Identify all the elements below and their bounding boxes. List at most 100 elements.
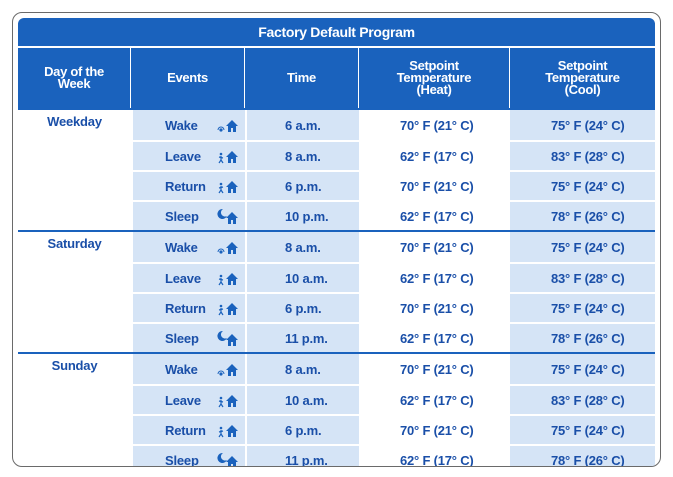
heat-setpoint-cell: 62° F (17° C) (400, 208, 474, 224)
event-cell: Wake (131, 232, 245, 262)
cool-setpoint-cell: 78° F (26° C) (510, 446, 655, 466)
time-cell: 10 p.m. (245, 202, 359, 230)
event-label: Wake (165, 117, 198, 133)
day-cell (18, 172, 131, 200)
cool-setpoint-cell: 75° F (24° C) (510, 110, 655, 140)
heat-setpoint-cell: 70° F (21° C) (400, 117, 474, 133)
day-cell (18, 446, 131, 466)
program-table-frame: Factory Default Program Day of the Week … (12, 12, 661, 467)
table-row: Leave 10 a.m. 62° F (17° C) 83° F (28° C) (18, 262, 655, 292)
event-cell: Return (131, 172, 245, 200)
cool-setpoint-cell: 75° F (24° C) (510, 294, 655, 322)
time-cell: 6 p.m. (245, 172, 359, 200)
event-label: Wake (165, 361, 198, 377)
sleep-icon (217, 452, 239, 466)
table-row: Sleep 11 p.m. 62° F (17° C) 78° F (26° C) (18, 322, 655, 352)
event-label: Return (165, 300, 206, 316)
day-name: Weekday (47, 114, 102, 129)
return-icon (217, 422, 239, 438)
event-label: Sleep (165, 452, 199, 467)
event-cell: Sleep (131, 324, 245, 352)
event-cell: Leave (131, 386, 245, 414)
table-row: Return 6 p.m. 70° F (21° C) 75° F (24° C) (18, 414, 655, 444)
heat-setpoint-cell: 70° F (21° C) (400, 178, 474, 194)
leave-icon (217, 392, 239, 408)
day-cell (18, 416, 131, 444)
event-cell: Leave (131, 142, 245, 170)
header-day-label: Day of the Week (44, 64, 104, 91)
day-cell (18, 324, 131, 352)
heat-setpoint-cell: 70° F (21° C) (400, 422, 474, 438)
day-name: Saturday (47, 236, 102, 251)
heat-setpoint-cell: 62° F (17° C) (400, 392, 474, 408)
leave-icon (217, 148, 239, 164)
event-cell: Leave (131, 264, 245, 292)
day-group: Sunday Wake 8 a.m. 70° F (21° C) 75° F (24°… (18, 352, 655, 467)
leave-icon (217, 270, 239, 286)
time-cell: 6 p.m. (245, 294, 359, 322)
cool-setpoint-cell: 78° F (26° C) (510, 202, 655, 230)
cool-setpoint-cell: 83° F (28° C) (510, 142, 655, 170)
heat-setpoint-cell: 70° F (21° C) (400, 300, 474, 316)
day-cell (18, 386, 131, 414)
table-header: Day of the Week Events Time Setpoint Tem… (18, 48, 655, 108)
header-heat: Setpoint Temperature (Heat) (359, 48, 510, 108)
header-time-label: Time (287, 70, 316, 85)
day-cell (18, 142, 131, 170)
event-label: Wake (165, 239, 198, 255)
day-cell (18, 264, 131, 292)
table-row: Leave 10 a.m. 62° F (17° C) 83° F (28° C) (18, 384, 655, 414)
table-row: Return 6 p.m. 70° F (21° C) 75° F (24° C) (18, 292, 655, 322)
header-cool-label: Setpoint Temperature (Cool) (545, 58, 620, 97)
heat-setpoint-cell: 62° F (17° C) (400, 330, 474, 346)
event-cell: Sleep (131, 446, 245, 467)
event-label: Sleep (165, 330, 199, 346)
sleep-icon (217, 330, 239, 346)
cool-setpoint-cell: 75° F (24° C) (510, 416, 655, 444)
event-cell: Sleep (131, 202, 245, 230)
header-cool: Setpoint Temperature (Cool) (510, 48, 655, 108)
return-icon (217, 178, 239, 194)
table-row: Wake 8 a.m. 70° F (21° C) 75° F (24° C) (18, 354, 655, 384)
cool-setpoint-cell: 75° F (24° C) (510, 354, 655, 384)
event-cell: Wake (131, 110, 245, 140)
header-events-label: Events (167, 70, 208, 85)
event-label: Leave (165, 270, 201, 286)
day-group: Saturday Wake 8 a.m. 70° F (21° C) 75° F (2… (18, 230, 655, 352)
header-time: Time (245, 48, 359, 108)
heat-setpoint-cell: 62° F (17° C) (400, 148, 474, 164)
table-row: Sleep 11 p.m. 62° F (17° C) 78° F (26° C) (18, 444, 655, 467)
day-cell (18, 202, 131, 230)
event-label: Leave (165, 148, 201, 164)
time-cell: 8 a.m. (245, 354, 359, 384)
event-label: Return (165, 178, 206, 194)
header-heat-label: Setpoint Temperature (Heat) (396, 58, 472, 97)
cool-setpoint-cell: 75° F (24° C) (510, 172, 655, 200)
cool-setpoint-cell: 83° F (28° C) (510, 386, 655, 414)
time-cell: 8 a.m. (245, 142, 359, 170)
time-cell: 10 a.m. (245, 386, 359, 414)
table-body: Weekday Wake 6 a.m. 70° F (21° C) 75° F (24… (18, 108, 655, 467)
table-row: Wake 8 a.m. 70° F (21° C) 75° F (24° C) (18, 232, 655, 262)
wake-icon (217, 361, 239, 377)
wake-icon (217, 117, 239, 133)
table-row: Return 6 p.m. 70° F (21° C) 75° F (24° C) (18, 170, 655, 200)
event-label: Return (165, 422, 206, 438)
cool-setpoint-cell: 75° F (24° C) (510, 232, 655, 262)
time-cell: 6 p.m. (245, 416, 359, 444)
return-icon (217, 300, 239, 316)
time-cell: 11 p.m. (245, 446, 359, 466)
cool-setpoint-cell: 78° F (26° C) (510, 324, 655, 352)
event-cell: Return (131, 294, 245, 322)
wake-icon (217, 239, 239, 255)
time-cell: 11 p.m. (245, 324, 359, 352)
table-row: Leave 8 a.m. 62° F (17° C) 83° F (28° C) (18, 140, 655, 170)
table-row: Sleep 10 p.m. 62° F (17° C) 78° F (26° C) (18, 200, 655, 230)
table-row: Wake 6 a.m. 70° F (21° C) 75° F (24° C) (18, 110, 655, 140)
event-cell: Return (131, 416, 245, 444)
cool-setpoint-cell: 83° F (28° C) (510, 264, 655, 292)
event-label: Leave (165, 392, 201, 408)
header-day: Day of the Week (18, 48, 131, 108)
event-cell: Wake (131, 354, 245, 384)
day-cell (18, 294, 131, 322)
